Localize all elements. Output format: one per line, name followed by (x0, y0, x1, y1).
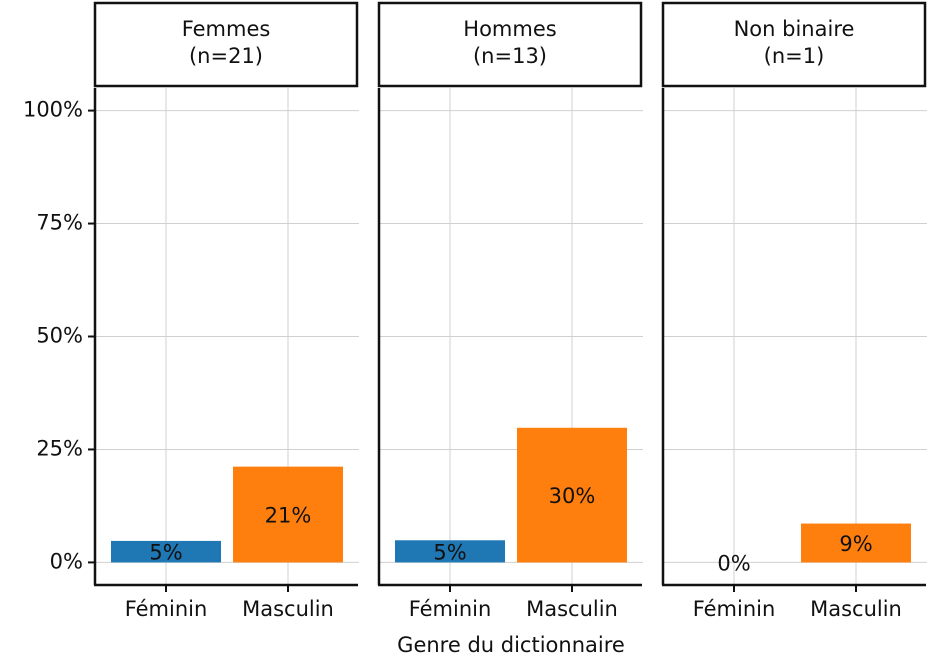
y-tick-label: 75% (36, 211, 83, 235)
facet-title: (n=1) (764, 44, 825, 68)
facet-strip (93, 1, 359, 88)
bar (395, 540, 505, 563)
x-axis-title: Genre du dictionnaire (397, 633, 625, 657)
value-label: 30% (549, 484, 596, 508)
y-tick-label: 100% (23, 98, 83, 122)
x-tick-label: Féminin (409, 597, 492, 621)
y-tick-label: 50% (36, 324, 83, 348)
bar (517, 427, 627, 563)
value-label: 21% (265, 504, 312, 528)
x-tick-label: Masculin (526, 597, 618, 621)
value-label: 5% (149, 541, 182, 565)
y-tick-label: 0% (50, 549, 83, 573)
facet-title: Femmes (182, 17, 271, 41)
x-tick-label: Féminin (125, 597, 208, 621)
y-tick-label: 25% (36, 436, 83, 460)
facet-title: (n=13) (473, 44, 547, 68)
x-tick-label: Féminin (693, 597, 776, 621)
bar (801, 523, 911, 563)
value-label: 9% (839, 532, 872, 556)
value-label: 5% (433, 540, 466, 564)
facet-title: Hommes (463, 17, 556, 41)
facet-strip (661, 1, 927, 88)
bar (111, 540, 221, 563)
value-label: 0% (717, 551, 750, 575)
x-tick-label: Masculin (242, 597, 334, 621)
facet-title: Non binaire (734, 17, 855, 41)
bar (233, 466, 343, 563)
facet-strip (377, 1, 643, 88)
x-tick-label: Masculin (810, 597, 902, 621)
facet-title: (n=21) (189, 44, 263, 68)
